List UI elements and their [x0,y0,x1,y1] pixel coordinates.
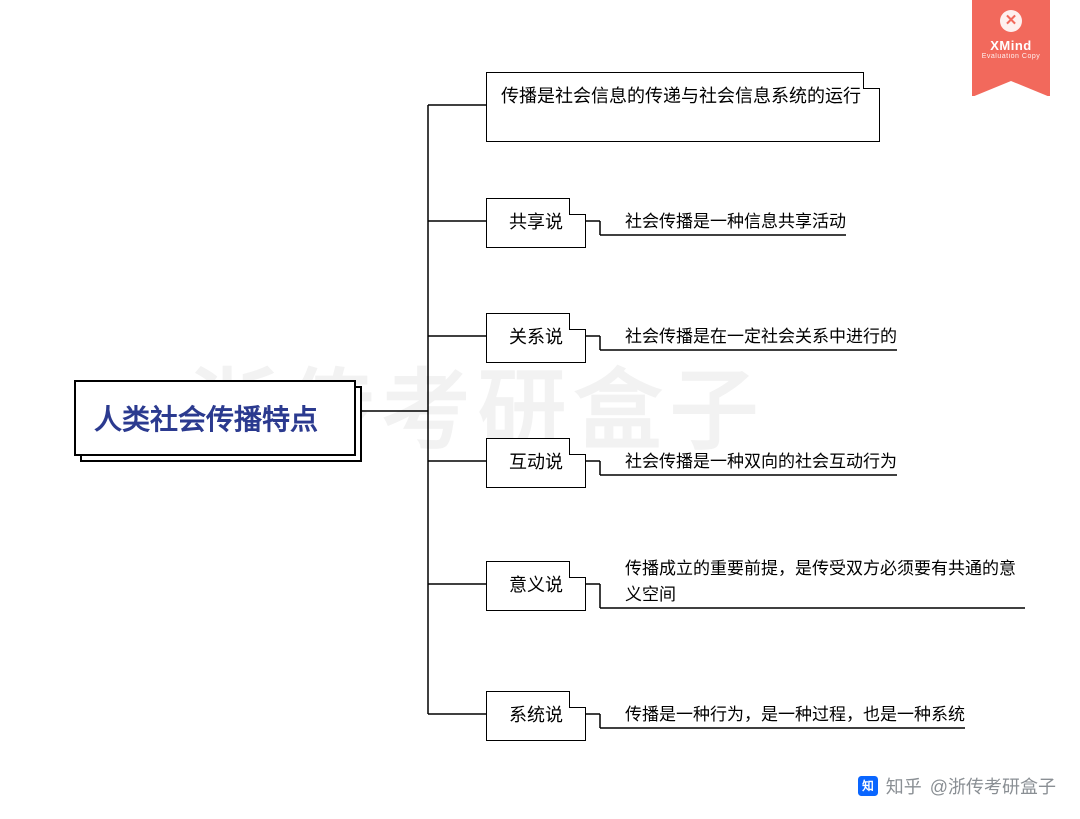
leaf-text: 社会传播是一种双向的社会互动行为 [625,449,985,475]
theory-node-系统说[interactable]: 系统说 [486,691,586,741]
zhihu-icon: 知 [858,776,878,796]
close-icon: ✕ [1000,10,1022,32]
theory-node-关系说[interactable]: 关系说 [486,313,586,363]
attribution-prefix: 知乎 [886,773,922,799]
leaf-text: 社会传播是在一定社会关系中进行的 [625,324,985,350]
root-node[interactable]: 人类社会传播特点 [74,380,356,456]
root-label: 人类社会传播特点 [76,382,354,454]
node-label: 传播是社会信息的传递与社会信息系统的运行 [487,73,879,121]
attribution-handle: @浙传考研盒子 [930,773,1056,799]
mindmap-canvas: 浙传考研盒子 人类社会传播特点 传播是社会信息的传递与社会信息系统的运行共享说社… [0,0,1080,819]
xmind-badge: ✕ XMind Evaluation Copy [972,0,1050,96]
definition-node[interactable]: 传播是社会信息的传递与社会信息系统的运行 [486,72,880,142]
svg-text:知: 知 [861,779,874,793]
leaf-text: 传播是一种行为，是一种过程，也是一种系统 [625,702,1045,728]
theory-node-意义说[interactable]: 意义说 [486,561,586,611]
badge-brand: XMind [972,38,1050,53]
theory-node-互动说[interactable]: 互动说 [486,438,586,488]
badge-subtitle: Evaluation Copy [972,53,1050,60]
theory-node-共享说[interactable]: 共享说 [486,198,586,248]
attribution: 知 知乎 @浙传考研盒子 [858,773,1056,799]
leaf-text: 传播成立的重要前提，是传受双方必须要有共通的意义空间 [625,556,1025,609]
leaf-text: 社会传播是一种信息共享活动 [625,209,925,235]
